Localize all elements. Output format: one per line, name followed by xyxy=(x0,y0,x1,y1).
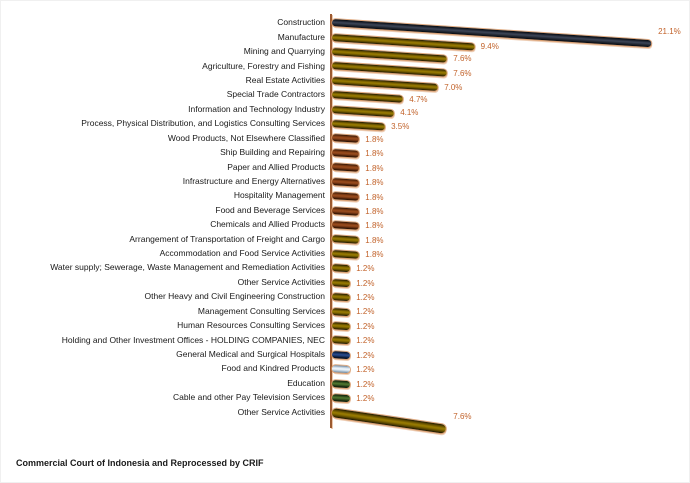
value-label: 7.6% xyxy=(453,54,472,64)
source-note: Commercial Court of Indonesia and Reproc… xyxy=(16,458,264,468)
category-label: Water supply; Sewerage, Waste Management… xyxy=(50,262,325,273)
bar xyxy=(331,235,360,245)
value-label: 7.6% xyxy=(453,412,472,422)
category-label: Arrangement of Transportation of Freight… xyxy=(129,233,325,244)
bar xyxy=(331,307,351,316)
bar xyxy=(331,33,475,50)
category-axis-line xyxy=(330,14,332,428)
bar xyxy=(331,321,351,331)
value-label: 1.2% xyxy=(356,264,375,274)
category-label: Process, Physical Distribution, and Logi… xyxy=(81,118,325,129)
category-label: General Medical and Surgical Hospitals xyxy=(176,348,325,359)
value-label: 1.8% xyxy=(365,134,384,144)
bar xyxy=(331,177,360,187)
value-label: 1.8% xyxy=(365,250,384,260)
category-label: Manufacture xyxy=(277,31,325,42)
category-label: Other Service Activities xyxy=(237,406,325,417)
category-label: Human Resources Consulting Services xyxy=(177,320,325,331)
bar xyxy=(331,105,395,117)
value-label: 1.8% xyxy=(365,192,384,202)
value-label: 21.1% xyxy=(658,27,681,37)
bar xyxy=(331,278,351,287)
bar xyxy=(331,220,360,230)
value-label: 9.4% xyxy=(480,41,499,51)
category-label: Food and Beverage Services xyxy=(215,204,325,215)
value-label: 1.2% xyxy=(356,336,375,346)
bar xyxy=(331,379,351,388)
bar xyxy=(331,76,439,91)
category-label: Education xyxy=(287,377,325,388)
category-label: Food and Kindred Products xyxy=(221,363,325,374)
bar xyxy=(331,148,360,158)
bar xyxy=(331,206,360,216)
value-label: 1.2% xyxy=(356,307,375,317)
category-label: Real Estate Activities xyxy=(245,74,325,85)
value-label: 7.0% xyxy=(444,82,463,92)
bar xyxy=(331,249,360,259)
category-label: Cable and other Pay Television Services xyxy=(173,392,325,403)
bar xyxy=(331,293,351,302)
category-label: Special Trade Contractors xyxy=(226,89,325,100)
value-label: 4.7% xyxy=(409,94,428,104)
bar xyxy=(331,47,448,63)
bar xyxy=(331,336,351,345)
value-label: 4.1% xyxy=(400,108,419,118)
category-label: Hospitality Management xyxy=(233,190,325,201)
category-label: Other Service Activities xyxy=(237,276,325,287)
category-label: Information and Technology Industry xyxy=(188,103,325,114)
category-label: Other Heavy and Civil Engineering Constr… xyxy=(144,291,325,302)
value-label: 1.2% xyxy=(356,365,375,375)
value-label: 1.8% xyxy=(365,221,384,231)
bar xyxy=(331,408,447,434)
category-label: Agriculture, Forestry and Fishing xyxy=(202,60,325,71)
category-label: Management Consulting Services xyxy=(197,305,325,316)
bar xyxy=(331,350,351,359)
category-label: Ship Building and Repairing xyxy=(220,147,325,158)
bar xyxy=(331,264,351,273)
value-label: 1.2% xyxy=(356,321,375,331)
value-label: 1.8% xyxy=(365,163,384,173)
category-label: Mining and Quarrying xyxy=(243,46,325,57)
bar xyxy=(331,365,351,374)
category-label: Infrastructure and Energy Alternatives xyxy=(182,175,325,186)
category-label: Chemicals and Allied Products xyxy=(210,219,325,230)
value-label: 1.2% xyxy=(356,393,375,403)
category-label: Construction xyxy=(277,17,325,28)
category-label: Accommodation and Food Service Activitie… xyxy=(159,248,325,259)
bar xyxy=(331,163,360,173)
bar xyxy=(331,192,360,201)
value-label: 1.2% xyxy=(356,292,375,302)
value-label: 1.8% xyxy=(365,149,384,159)
value-label: 1.2% xyxy=(356,350,375,360)
category-label: Wood Products, Not Elsewhere Classified xyxy=(167,132,325,143)
value-label: 1.2% xyxy=(356,379,375,389)
value-label: 1.8% xyxy=(365,178,384,188)
bar xyxy=(331,394,351,403)
category-label: Holding and Other Investment Offices - H… xyxy=(61,334,325,345)
bar xyxy=(331,120,386,131)
value-label: 3.5% xyxy=(391,122,410,132)
value-label: 7.6% xyxy=(453,68,472,78)
bar xyxy=(331,134,360,144)
category-label: Paper and Allied Products xyxy=(227,161,325,172)
bar xyxy=(331,62,448,77)
value-label: 1.8% xyxy=(365,207,384,217)
value-label: 1.8% xyxy=(365,235,384,245)
value-label: 1.2% xyxy=(356,278,375,288)
bar xyxy=(331,91,404,103)
